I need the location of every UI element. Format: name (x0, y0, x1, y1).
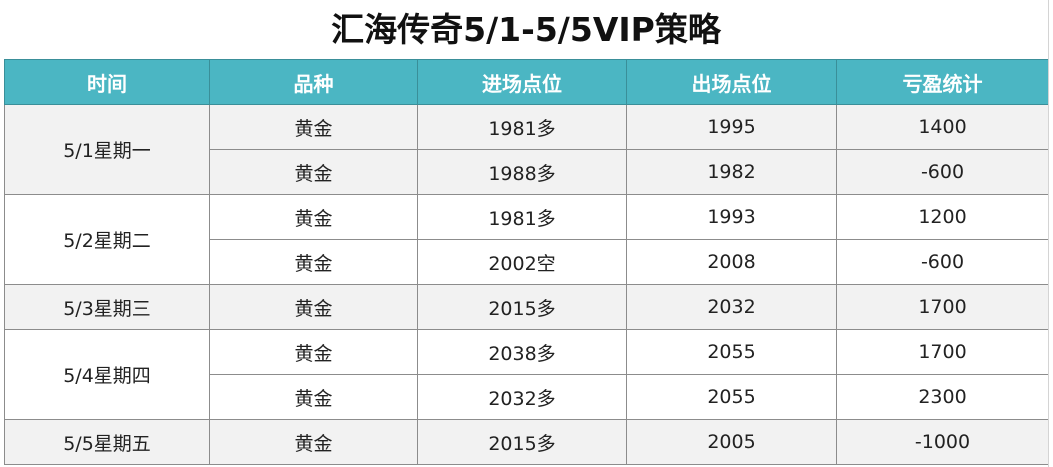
pnl-cell[interactable]: -600 (836, 149, 1049, 195)
exit-cell[interactable]: 2005 (626, 419, 837, 465)
exit-cell[interactable]: 1993 (626, 194, 837, 240)
product-cell[interactable]: 黄金 (209, 419, 418, 465)
table-row: 黄金 2032多 2055 2300 (5, 374, 1049, 420)
header-pnl[interactable]: 亏盈统计 (836, 59, 1049, 105)
table-row: 5/2星期二 黄金 1981多 1993 1200 (4, 194, 1049, 285)
exit-cell[interactable]: 2008 (626, 239, 837, 285)
entry-cell[interactable]: 2038多 (417, 329, 627, 375)
entry-cell[interactable]: 1981多 (417, 194, 627, 240)
header-entry[interactable]: 进场点位 (417, 59, 627, 105)
sheet-right-edge (1048, 0, 1053, 467)
table-row: 5/3星期三 黄金 2015多 2032 1700 (4, 284, 1049, 330)
table-row: 黄金 2002空 2008 -600 (5, 239, 1049, 285)
pnl-cell[interactable]: -1000 (836, 419, 1049, 465)
table-row: 黄金 1988多 1982 -600 (5, 149, 1049, 195)
product-cell[interactable]: 黄金 (209, 329, 418, 375)
exit-cell[interactable]: 1982 (626, 149, 837, 195)
product-cell[interactable]: 黄金 (209, 284, 418, 330)
entry-cell[interactable]: 2032多 (417, 374, 627, 420)
table-row: 5/1星期一 黄金 1981多 1995 1400 (4, 104, 1049, 195)
exit-cell[interactable]: 2032 (626, 284, 837, 330)
date-cell[interactable]: 5/1星期一 (4, 104, 210, 195)
entry-cell[interactable]: 2015多 (417, 284, 627, 330)
header-time[interactable]: 时间 (4, 59, 210, 105)
exit-cell[interactable]: 1995 (626, 104, 837, 150)
entry-cell[interactable]: 2002空 (417, 239, 627, 285)
strategy-table: 时间 品种 进场点位 出场点位 亏盈统计 5/1星期一 黄金 1981多 199… (4, 59, 1049, 465)
product-cell[interactable]: 黄金 (209, 239, 418, 285)
exit-cell[interactable]: 2055 (626, 374, 837, 420)
date-cell[interactable]: 5/3星期三 (4, 284, 210, 330)
pnl-cell[interactable]: 1700 (836, 329, 1049, 375)
header-product[interactable]: 品种 (209, 59, 418, 105)
sheet-title[interactable]: 汇海传奇5/1-5/5VIP策略 (4, 0, 1048, 60)
product-cell[interactable]: 黄金 (209, 194, 418, 240)
exit-cell[interactable]: 2055 (626, 329, 837, 375)
entry-cell[interactable]: 1981多 (417, 104, 627, 150)
pnl-cell[interactable]: 1700 (836, 284, 1049, 330)
product-cell[interactable]: 黄金 (209, 374, 418, 420)
product-cell[interactable]: 黄金 (209, 149, 418, 195)
entry-cell[interactable]: 2015多 (417, 419, 627, 465)
table-row: 5/4星期四 黄金 2038多 2055 1700 (4, 329, 1049, 420)
date-cell[interactable]: 5/2星期二 (4, 194, 210, 285)
pnl-cell[interactable]: 1400 (836, 104, 1049, 150)
date-cell[interactable]: 5/4星期四 (4, 329, 210, 420)
table-row: 5/5星期五 黄金 2015多 2005 -1000 (4, 419, 1049, 465)
header-exit[interactable]: 出场点位 (626, 59, 837, 105)
pnl-cell[interactable]: 1200 (836, 194, 1049, 240)
date-cell[interactable]: 5/5星期五 (4, 419, 210, 465)
entry-cell[interactable]: 1988多 (417, 149, 627, 195)
header-row: 时间 品种 进场点位 出场点位 亏盈统计 (4, 59, 1049, 105)
pnl-cell[interactable]: 2300 (836, 374, 1049, 420)
pnl-cell[interactable]: -600 (836, 239, 1049, 285)
product-cell[interactable]: 黄金 (209, 104, 418, 150)
